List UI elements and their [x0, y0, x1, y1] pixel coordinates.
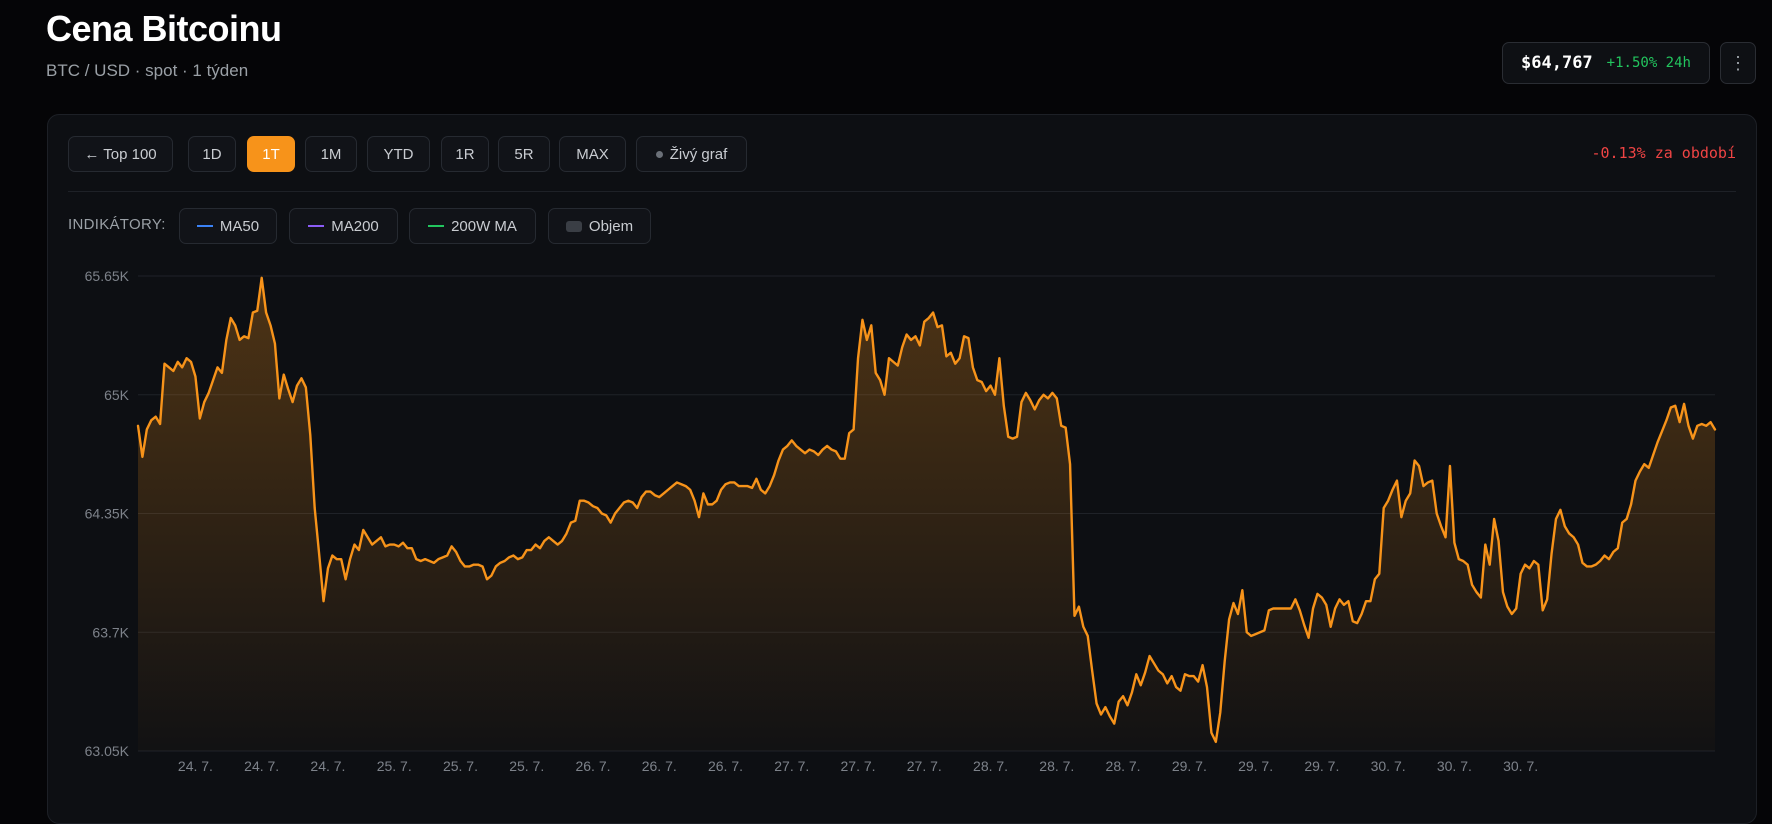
indicator-volume-label: Objem — [588, 217, 634, 235]
x-tick-label: 27. 7. — [907, 758, 942, 774]
range-ytd-button[interactable]: YTD — [367, 136, 430, 172]
x-tick-label: 27. 7. — [774, 758, 809, 774]
indicator-ma50-toggle[interactable]: MA50 — [179, 208, 277, 244]
indicators-label: INDIKÁTORY: — [68, 216, 166, 233]
price-change-24h: +1.50% 24h — [1606, 55, 1691, 71]
x-tick-label: 26. 7. — [642, 758, 677, 774]
x-tick-label: 30. 7. — [1437, 758, 1472, 774]
x-tick-label: 24. 7. — [178, 758, 213, 774]
indicator-ma200-toggle[interactable]: MA200 — [289, 208, 398, 244]
x-tick-label: 24. 7. — [244, 758, 279, 774]
x-tick-label: 29. 7. — [1304, 758, 1339, 774]
x-tick-label: 28. 7. — [973, 758, 1008, 774]
x-tick-label: 28. 7. — [1106, 758, 1141, 774]
period-change: -0.13% za období — [1591, 144, 1737, 162]
range-1t-button[interactable]: 1T — [247, 136, 295, 172]
range-max-button[interactable]: MAX — [559, 136, 626, 172]
volume-bars-icon — [565, 220, 582, 232]
page-title: Cena Bitcoinu — [46, 8, 282, 49]
range-1m-button[interactable]: 1M — [305, 136, 357, 172]
indicator-volume-toggle[interactable]: Objem — [548, 208, 651, 244]
200w-ma-line-icon — [428, 225, 445, 227]
live-chart-button[interactable]: Živý graf — [636, 136, 747, 172]
x-tick-label: 25. 7. — [443, 758, 478, 774]
y-tick-label: 63.05K — [85, 743, 130, 759]
page-subtitle: BTC / USD · spot · 1 týden — [46, 61, 249, 80]
ma50-line-icon — [196, 225, 213, 227]
range-1d-button[interactable]: 1D — [188, 136, 236, 172]
live-chart-label: Živý graf — [669, 145, 728, 163]
indicator-200w-ma-toggle[interactable]: 200W MA — [409, 208, 536, 244]
indicator-ma50-label: MA50 — [219, 217, 260, 235]
price-area-fill — [138, 277, 1715, 751]
x-tick-label: 25. 7. — [509, 758, 544, 774]
y-tick-label: 64.35K — [85, 506, 130, 522]
x-tick-label: 29. 7. — [1172, 758, 1207, 774]
x-tick-label: 24. 7. — [310, 758, 345, 774]
range-5r-button[interactable]: 5R — [498, 136, 550, 172]
toolbar-divider — [68, 191, 1736, 192]
live-status-icon — [655, 150, 663, 158]
y-tick-label: 63.7K — [92, 624, 129, 640]
current-price: $64,767 — [1521, 53, 1593, 73]
y-tick-label: 65.65K — [85, 268, 130, 284]
x-tick-label: 26. 7. — [575, 758, 610, 774]
x-tick-label: 30. 7. — [1503, 758, 1538, 774]
y-tick-label: 65K — [104, 387, 130, 403]
range-1r-button[interactable]: 1R — [441, 136, 489, 172]
x-tick-label: 25. 7. — [377, 758, 412, 774]
x-tick-label: 27. 7. — [841, 758, 876, 774]
more-menu-button[interactable]: ⋮ — [1720, 42, 1756, 84]
x-tick-label: 26. 7. — [708, 758, 743, 774]
x-tick-label: 28. 7. — [1039, 758, 1074, 774]
price-summary: $64,767 +1.50% 24h — [1502, 42, 1710, 84]
more-vertical-icon: ⋮ — [1729, 52, 1747, 73]
indicator-ma200-label: MA200 — [331, 217, 379, 235]
price-line — [136, 276, 1717, 744]
x-tick-label: 30. 7. — [1371, 758, 1406, 774]
indicator-200w-ma-label: 200W MA — [451, 217, 517, 235]
x-tick-label: 29. 7. — [1238, 758, 1273, 774]
ma200-line-icon — [308, 225, 325, 227]
back-to-top100-button[interactable]: ← Top 100 — [68, 136, 173, 172]
